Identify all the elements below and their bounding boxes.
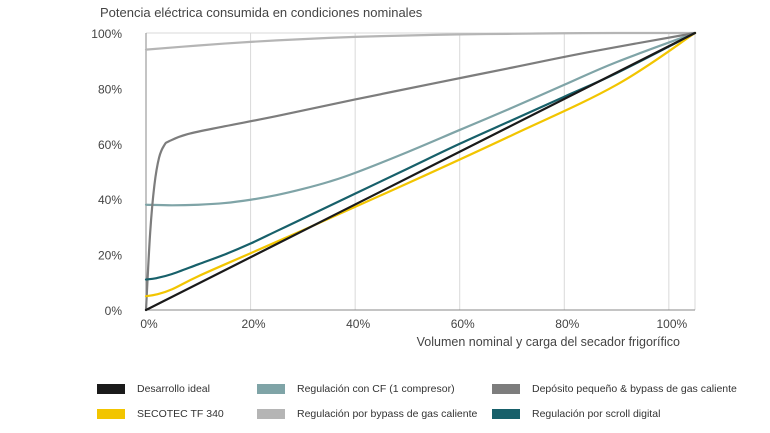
series-line [144, 31, 697, 312]
tick-labels: 0% 20% 40% 60% 80% 100% 0% 20% 40% 60% 80% 100% [91, 27, 687, 331]
legend-label: Regulación con CF (1 compresor) [297, 383, 455, 395]
legend-label: Depósito pequeño & bypass de gas calient… [532, 383, 737, 395]
x-tick-label: 60% [451, 317, 475, 331]
y-tick-label: 60% [98, 138, 122, 152]
y-tick-label: 20% [98, 249, 122, 263]
y-tick-label: 80% [98, 82, 122, 96]
series-line [144, 31, 697, 281]
chart-plot: 0% 20% 40% 60% 80% 100% 0% 20% 40% 60% 80% 100% Vol… [91, 27, 697, 349]
x-tick-label: 20% [242, 317, 266, 331]
legend-swatch [97, 409, 125, 419]
legend-item: Regulación con CF (1 compresor) [257, 383, 492, 395]
y-tick-label: 100% [91, 27, 122, 41]
legend-label: SECOTEC TF 340 [137, 408, 224, 420]
x-tick-label: 40% [346, 317, 370, 331]
x-tick-label: 80% [555, 317, 579, 331]
series-line [144, 31, 697, 312]
series-line [144, 31, 697, 51]
legend-item: Depósito pequeño & bypass de gas calient… [492, 383, 742, 395]
legend-label: Regulación por bypass de gas caliente [297, 408, 478, 420]
legend-item: Desarrollo ideal [97, 383, 257, 395]
legend-item: SECOTEC TF 340 [97, 408, 257, 420]
legend-item: Regulación por scroll digital [492, 408, 742, 420]
legend-label: Regulación por scroll digital [532, 408, 661, 420]
x-axis-title: Volumen nominal y carga del secador frig… [417, 335, 680, 349]
x-tick-label: 100% [657, 317, 688, 331]
series-line [144, 31, 697, 298]
chart-title: Potencia eléctrica consumida en condicio… [100, 5, 423, 20]
legend-swatch [492, 409, 520, 419]
legend-swatch [257, 384, 285, 394]
legend-label: Desarrollo ideal [137, 383, 210, 395]
legend-swatch [97, 384, 125, 394]
series-line [144, 31, 697, 207]
legend-swatch [257, 409, 285, 419]
legend: Desarrollo ideal Regulación con CF (1 co… [97, 383, 757, 420]
legend-item: Regulación por bypass de gas caliente [257, 408, 492, 420]
axes [145, 33, 695, 311]
legend-swatch [492, 384, 520, 394]
y-tick-label: 40% [98, 193, 122, 207]
series-lines [144, 31, 697, 312]
y-tick-label: 0% [105, 304, 123, 318]
x-tick-label: 0% [140, 317, 158, 331]
